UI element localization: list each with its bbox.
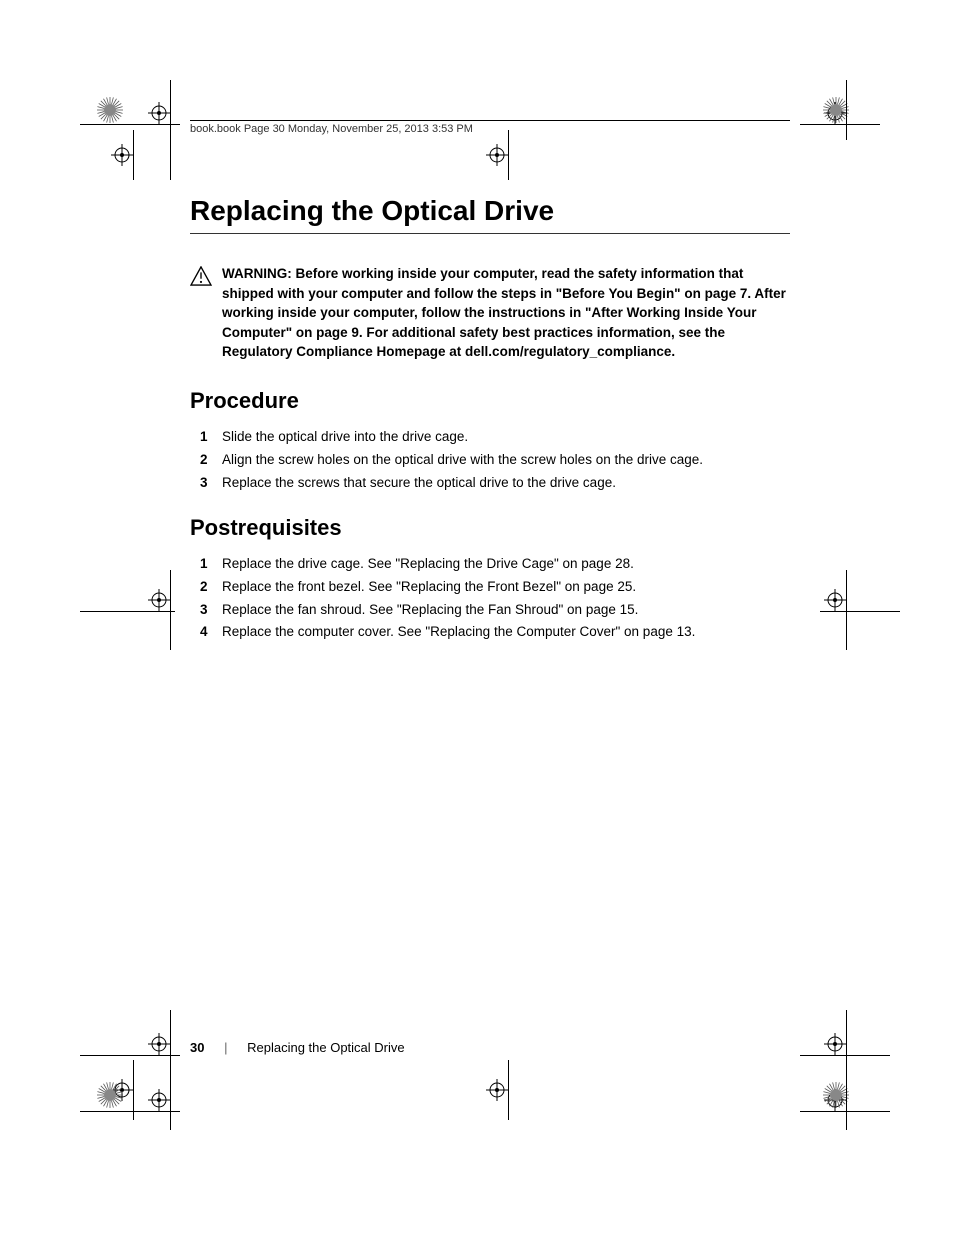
- crop-line: [820, 611, 900, 612]
- crop-line: [800, 124, 880, 125]
- warning-body: Before working inside your computer, rea…: [222, 266, 786, 359]
- registration-mark-icon: [824, 589, 846, 611]
- page-footer: 30 | Replacing the Optical Drive: [190, 1040, 405, 1055]
- postrequisites-step: Replace the computer cover. See "Replaci…: [190, 621, 790, 644]
- registration-mark-icon: [824, 1089, 846, 1111]
- page-number: 30: [190, 1040, 204, 1055]
- crop-line: [80, 1055, 180, 1056]
- crop-line: [508, 1060, 509, 1120]
- page-content: book.book Page 30 Monday, November 25, 2…: [190, 120, 790, 664]
- crop-line: [508, 130, 509, 180]
- procedure-step: Align the screw holes on the optical dri…: [190, 449, 790, 472]
- crop-line: [170, 570, 171, 650]
- postrequisites-heading: Postrequisites: [190, 515, 790, 541]
- registration-mark-icon: [148, 589, 170, 611]
- postrequisites-step: Replace the fan shroud. See "Replacing t…: [190, 599, 790, 622]
- registration-mark-icon: [148, 1033, 170, 1055]
- footer-separator: |: [224, 1040, 227, 1055]
- crop-line: [846, 80, 847, 140]
- procedure-steps: Slide the optical drive into the drive c…: [190, 426, 790, 495]
- footer-title: Replacing the Optical Drive: [247, 1040, 405, 1055]
- postrequisites-step: Replace the drive cage. See "Replacing t…: [190, 553, 790, 576]
- postrequisites-steps: Replace the drive cage. See "Replacing t…: [190, 553, 790, 645]
- crop-line: [846, 570, 847, 650]
- warning-label: WARNING:: [222, 266, 292, 281]
- crop-line: [80, 1111, 180, 1112]
- registration-mark-icon: [148, 102, 170, 124]
- warning-block: WARNING: Before working inside your comp…: [190, 264, 790, 362]
- registration-mark-icon: [111, 144, 133, 166]
- registration-mark-icon: [111, 1079, 133, 1101]
- registration-mark-icon: [824, 1033, 846, 1055]
- registration-mark-icon: [148, 1089, 170, 1111]
- running-header: book.book Page 30 Monday, November 25, 2…: [190, 120, 790, 135]
- procedure-step: Slide the optical drive into the drive c…: [190, 426, 790, 449]
- registration-mark-icon: [486, 1079, 508, 1101]
- warning-text: WARNING: Before working inside your comp…: [222, 264, 790, 362]
- crop-line: [800, 1055, 890, 1056]
- crop-line: [133, 130, 134, 180]
- crop-line: [800, 1111, 890, 1112]
- postrequisites-step: Replace the front bezel. See "Replacing …: [190, 576, 790, 599]
- crop-line: [80, 611, 175, 612]
- crop-line: [80, 124, 180, 125]
- warning-icon: [190, 266, 212, 291]
- crop-line: [170, 1010, 171, 1130]
- procedure-step: Replace the screws that secure the optic…: [190, 472, 790, 495]
- crop-line: [133, 1060, 134, 1120]
- sunburst-mark-icon: [96, 1081, 124, 1109]
- procedure-heading: Procedure: [190, 388, 790, 414]
- crop-line: [170, 80, 171, 180]
- page-title: Replacing the Optical Drive: [190, 195, 790, 234]
- crop-line: [846, 1010, 847, 1130]
- registration-mark-icon: [824, 102, 846, 124]
- sunburst-mark-icon: [96, 96, 124, 124]
